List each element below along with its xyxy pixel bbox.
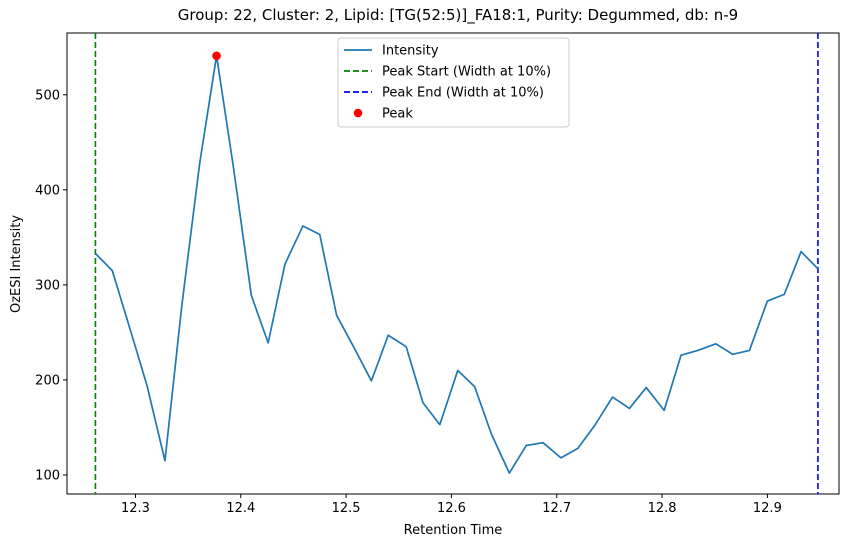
x-tick-label: 12.8 bbox=[648, 501, 677, 516]
legend: Intensity Peak Start (Width at 10%) Peak E… bbox=[337, 37, 570, 128]
x-tick-label: 12.7 bbox=[542, 501, 571, 516]
legend-entry-peak-end: Peak End (Width at 10%) bbox=[344, 86, 544, 101]
legend-entry-peak: Peak bbox=[353, 107, 413, 122]
x-axis-label: Retention Time bbox=[404, 523, 503, 538]
y-tick-label: 200 bbox=[35, 373, 60, 388]
x-tick-label: 12.6 bbox=[437, 501, 466, 516]
legend-label: Peak End (Width at 10%) bbox=[382, 86, 544, 101]
legend-entry-peak-start: Peak Start (Width at 10%) bbox=[344, 65, 551, 80]
y-tick-label: 100 bbox=[35, 468, 60, 483]
x-tick-label: 12.9 bbox=[753, 501, 782, 516]
legend-label: Intensity bbox=[382, 44, 439, 59]
legend-swatch bbox=[353, 108, 363, 118]
plot-area: 12.3 12.4 12.5 12.6 12.7 12.8 12.9 100 200 300 400… bbox=[35, 32, 840, 516]
legend-box bbox=[337, 37, 570, 128]
axes-frame bbox=[66, 32, 840, 495]
x-tick-label: 12.5 bbox=[332, 501, 361, 516]
y-tick-label: 400 bbox=[35, 183, 60, 198]
y-axis-label: OzESI Intensity bbox=[9, 215, 24, 313]
peak-marker bbox=[212, 51, 221, 61]
legend-label: Peak Start (Width at 10%) bbox=[382, 65, 551, 80]
y-tick-label: 500 bbox=[35, 88, 60, 103]
chart-title: Group: 22, Cluster: 2, Lipid: [TG(52:5)]… bbox=[178, 6, 738, 25]
x-tick-label: 12.3 bbox=[121, 501, 150, 516]
legend-label: Peak bbox=[382, 107, 413, 122]
x-tick-label: 12.4 bbox=[226, 501, 255, 516]
y-tick-label: 300 bbox=[35, 278, 60, 293]
legend-entry-intensity: Intensity bbox=[344, 44, 439, 59]
